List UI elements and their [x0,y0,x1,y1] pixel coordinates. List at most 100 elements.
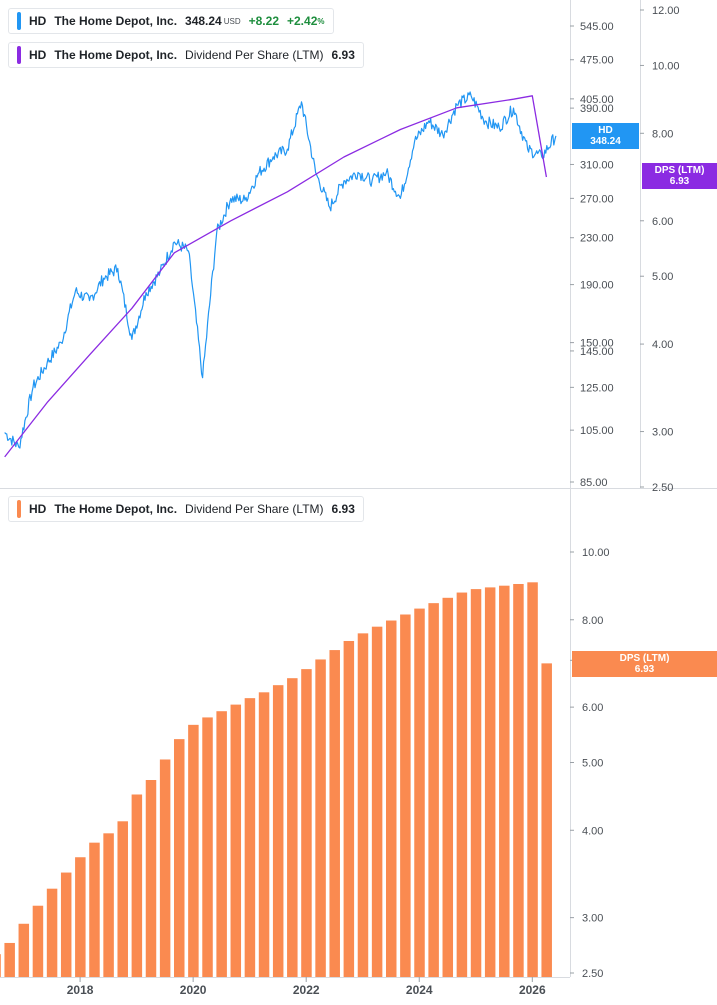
price-axis-tick-label: 230.00 [580,233,614,245]
dps-bar [414,608,425,977]
dps-bar [301,669,312,977]
price-axis-tick-label: 390.00 [580,103,614,115]
dps-top-legend-ticker: HD [29,48,47,62]
dps-bar [527,582,538,977]
dps-axis-tick-label: 2.50 [652,482,673,494]
bar-axis-tick-label: 8.00 [582,615,603,627]
dps-top-legend-swatch [17,46,21,64]
bar-axis-tick-label: 2.50 [582,968,603,980]
dps-bottom-legend-value: 6.93 [331,502,355,516]
dps-bottom-tag-value: 6.93 [634,664,655,675]
bar-axis-tick-label: 6.00 [582,702,603,714]
dps-bar [343,640,355,977]
price-axis-tick-label: 475.00 [580,55,614,67]
dps-axis-tick-label: 8.00 [652,128,673,140]
price-axis-tick-label: 105.00 [580,425,614,437]
price-axis-tick-label: 405.00 [580,94,614,106]
price-axis-tick-label: 545.00 [580,21,614,33]
dps-bar [315,659,326,977]
dps-bar [202,717,213,977]
dps-axis-tick-label: 12.00 [652,5,680,17]
dps-bar [145,780,157,977]
dps-bar [499,585,510,977]
dps-bar [442,597,454,977]
dps-bar [287,678,298,977]
dps-bar [18,923,30,977]
dps-bar [60,872,72,977]
dps-axis-tick-label: 4.00 [652,339,673,351]
dps-bar [357,633,369,977]
dps-bottom-legend-name: The Home Depot, Inc. [54,502,178,516]
price-legend-change-pct: +2.42 [287,14,318,28]
price-axis-tick-label: 190.00 [580,280,614,292]
price-legend-name: The Home Depot, Inc. [54,14,178,28]
dps-bar [188,724,199,977]
dps-bar [0,954,1,977]
time-axis-tick-label: 2024 [406,983,433,997]
dps-top-tag: DPS (LTM) 6.93 [642,163,717,189]
dps-top-legend[interactable]: HD The Home Depot, Inc. Dividend Per Sha… [8,42,364,68]
bar-axis-tick-label: 10.00 [582,547,610,559]
dps-bottom-legend-ticker: HD [29,502,47,516]
bar-axis-tick-label: 3.00 [582,913,603,925]
hd-price-tag: HD 348.24 [572,123,639,149]
dps-bars [0,582,552,977]
time-axis-tick-label: 2026 [519,983,546,997]
price-lines [4,91,557,458]
hd-price-tag-label: HD [598,125,613,136]
dps-bar [258,692,270,977]
dps-bar [484,587,496,977]
time-axis-tick-label: 2022 [293,983,320,997]
price-legend-currency: USD [223,16,241,26]
dps-axis-tick-label: 10.00 [652,60,680,72]
time-axis-tick-label: 2020 [180,983,207,997]
dps-bar [272,685,284,977]
dps-bar [541,663,552,977]
dps-bar [131,794,143,977]
dps-bottom-legend-swatch [17,500,21,518]
dps-bar [216,711,227,977]
price-axis-tick-label: 125.00 [580,382,614,394]
dps-bar [117,821,128,977]
dps-top-legend-metric: Dividend Per Share (LTM) [185,48,324,62]
dps-bar [103,833,114,977]
dps-bar [470,589,482,977]
dps-bar [159,759,171,977]
price-axis-tick-label: 150.00 [580,338,614,350]
dps-axis-tick-label: 6.00 [652,216,673,228]
dps-bar [89,842,100,977]
dps-top-legend-value: 6.93 [331,48,355,62]
dps-top-tag-label: DPS (LTM) [654,165,705,176]
price-axis-tick-label: 145.00 [580,346,614,358]
dps-bar [456,592,468,977]
dps-axis-tick-label: 5.00 [652,271,673,283]
dps-bar [371,626,383,977]
bar-axis-tick-label: 5.00 [582,758,603,770]
price-axis-tick-label: 85.00 [580,477,608,489]
dps-bottom-legend[interactable]: HD The Home Depot, Inc. Dividend Per Sha… [8,496,364,522]
price-legend-swatch [17,12,21,30]
dps-bar [32,905,44,977]
price-legend[interactable]: HD The Home Depot, Inc. 348.24 USD +8.22… [8,8,334,34]
dps-bar [174,739,185,977]
dps-bar [329,650,340,977]
time-axis-tick-label: 2018 [67,983,94,997]
price-legend-change: +8.22 [248,14,279,28]
dps-bar [513,583,524,977]
dps-bar [428,603,439,977]
dps-bar [385,620,397,977]
dps-bar [244,698,256,977]
dps-bar [75,857,86,977]
dps-bar [400,614,411,977]
dps-line [4,95,548,458]
price-axis-tick-label: 310.00 [580,159,614,171]
hd-price-tag-value: 348.24 [590,136,621,147]
dps-bottom-tag: DPS (LTM) 6.93 [572,651,717,677]
price-legend-pct-sign: % [317,16,325,26]
dps-axis-tick-label: 3.00 [652,427,673,439]
bar-axis-tick-label: 4.00 [582,825,603,837]
dps-bottom-tag-label: DPS (LTM) [619,653,670,664]
price-legend-price: 348.24 [185,14,222,28]
dps-bottom-legend-metric: Dividend Per Share (LTM) [185,502,324,516]
